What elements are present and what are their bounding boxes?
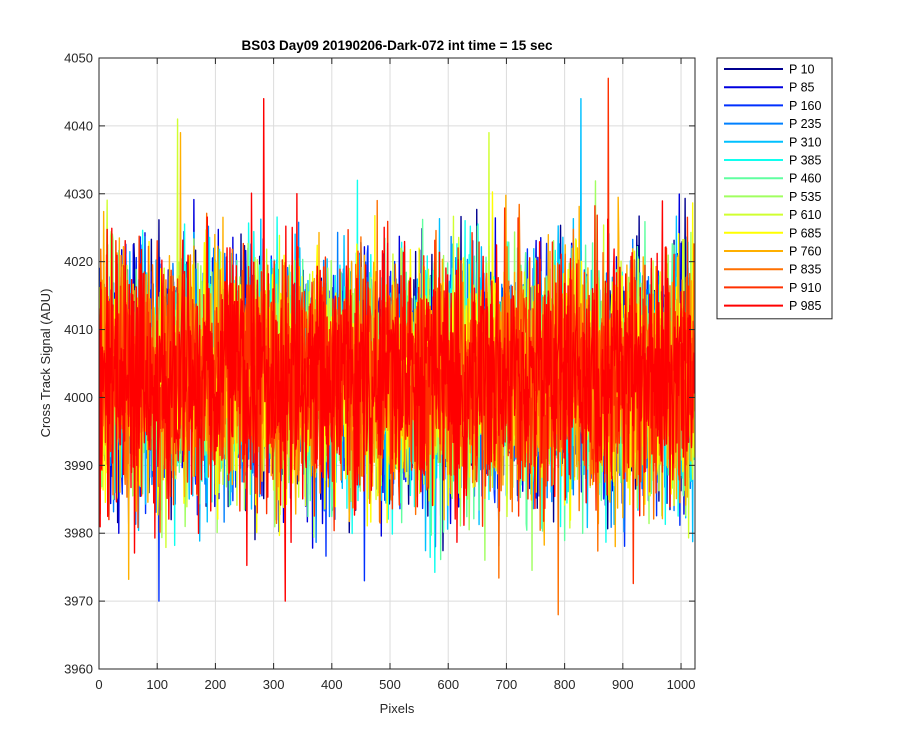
- legend-label: P 760: [789, 245, 821, 259]
- y-tick-label: 4040: [64, 118, 93, 133]
- y-tick-label: 4010: [64, 322, 93, 337]
- y-tick-label: 4020: [64, 254, 93, 269]
- legend-label: P 160: [789, 99, 821, 113]
- y-axis-ticks: 3960 3970 3980 3990 4000 4010 4020 4030 4040 4050: [64, 51, 695, 677]
- legend-label: P 85: [789, 81, 815, 95]
- x-tick-label: 800: [554, 677, 576, 692]
- x-tick-label: 0: [95, 677, 102, 692]
- y-tick-label: 3960: [64, 662, 93, 677]
- y-tick-label: 3990: [64, 458, 93, 473]
- x-tick-label: 1000: [667, 677, 696, 692]
- x-axis-label: Pixels: [380, 701, 415, 716]
- legend-label: P 610: [789, 208, 821, 222]
- series-line-p-985: [99, 98, 695, 602]
- legend-label: P 910: [789, 281, 821, 295]
- y-tick-label: 3970: [64, 594, 93, 609]
- x-tick-label: 600: [437, 677, 459, 692]
- legend-label: P 535: [789, 190, 821, 204]
- x-tick-label: 500: [379, 677, 401, 692]
- legend-label: P 985: [789, 299, 821, 313]
- x-tick-label: 700: [496, 677, 518, 692]
- x-tick-label: 900: [612, 677, 634, 692]
- y-tick-label: 3980: [64, 526, 93, 541]
- legend-label: P 685: [789, 226, 821, 240]
- legend-label: P 460: [789, 172, 821, 186]
- y-tick-label: 4050: [64, 51, 93, 66]
- legend-label: P 835: [789, 263, 821, 277]
- x-tick-label: 300: [263, 677, 285, 692]
- axes-box: [98, 57, 696, 670]
- legend-label: P 10: [789, 63, 815, 77]
- series-group: [99, 77, 695, 616]
- y-axis-label: Cross Track Signal (ADU): [38, 289, 53, 438]
- x-axis-ticks: 0 100 200 300 400 500 600 700 800 900 1000: [95, 58, 695, 692]
- x-tick-label: 400: [321, 677, 343, 692]
- legend-label: P 235: [789, 117, 821, 131]
- x-tick-label: 100: [146, 677, 168, 692]
- legend: P 10 P 85 P 160 P 235 P 310 P 385 P 460 P 535 P …: [716, 57, 833, 320]
- y-tick-label: 4030: [64, 186, 93, 201]
- plot-area: 0 100 200 300 400 500 600 700 800 900 1000 3960 397…: [64, 51, 696, 692]
- legend-box: [716, 57, 833, 320]
- chart-title: BS03 Day09 20190206-Dark-072 int time = …: [241, 38, 553, 53]
- legend-label: P 385: [789, 154, 821, 168]
- x-tick-label: 200: [205, 677, 227, 692]
- y-tick-label: 4000: [64, 390, 93, 405]
- legend-label: P 310: [789, 135, 821, 149]
